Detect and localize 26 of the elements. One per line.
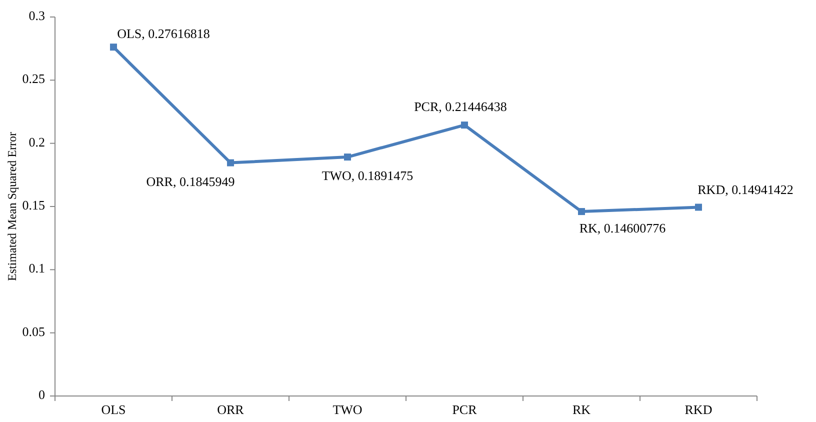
x-tick-label: TWO bbox=[332, 402, 362, 417]
y-tick-label: 0.15 bbox=[22, 197, 45, 212]
data-label: TWO, 0.1891475 bbox=[322, 168, 414, 184]
data-label: RKD, 0.14941422 bbox=[698, 182, 794, 198]
x-tick-label: ORR bbox=[217, 402, 244, 417]
y-tick-label: 0.2 bbox=[28, 134, 45, 150]
y-tick-label: 0.1 bbox=[28, 260, 45, 276]
y-axis-title: Estimated Mean Squared Error bbox=[5, 132, 19, 281]
y-tick-label: 0.05 bbox=[22, 324, 45, 339]
data-label: ORR, 0.1845949 bbox=[146, 174, 235, 189]
point bbox=[227, 159, 234, 166]
point bbox=[695, 204, 702, 211]
y-tick-label: 0.3 bbox=[28, 8, 45, 23]
data-label: PCR, 0.21446438 bbox=[414, 99, 507, 114]
y-tick-label: 0.25 bbox=[22, 71, 45, 86]
data-label: OLS, 0.27616818 bbox=[117, 26, 210, 42]
point bbox=[578, 208, 585, 216]
x-tick-label: PCR bbox=[452, 402, 478, 417]
x-tick-label: RK bbox=[572, 402, 592, 417]
y-tick-label: 0 bbox=[38, 386, 45, 402]
point bbox=[344, 154, 351, 161]
x-tick-label: OLS bbox=[101, 402, 126, 417]
data-label: RK, 0.14600776 bbox=[579, 220, 666, 236]
point bbox=[110, 44, 117, 51]
x-tick-label: RKD bbox=[684, 402, 712, 417]
point bbox=[461, 122, 468, 129]
